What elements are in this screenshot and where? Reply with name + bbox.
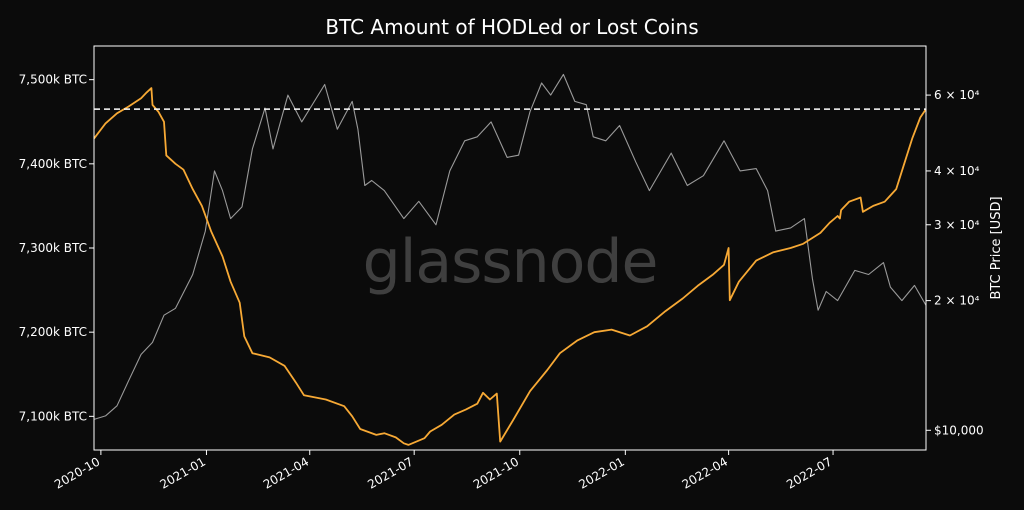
y-left-tick-label: 7,500k BTC: [19, 73, 87, 87]
y-right-tick-label: $10,000: [934, 423, 984, 437]
y-right-axis: $10,000 2 × 10⁴ 3 × 10⁴ 4 × 10⁴ 6 × 10⁴: [926, 88, 984, 437]
chart-title: BTC Amount of HODLed or Lost Coins: [325, 15, 698, 39]
y-right-tick-label: 6 × 10⁴: [934, 88, 980, 102]
hodl-series: [93, 87, 927, 446]
price-series: [93, 73, 927, 420]
y-right-tick-label: 2 × 10⁴: [934, 294, 980, 308]
y-left-tick-label: 7,100k BTC: [19, 409, 87, 423]
watermark: glassnode: [363, 227, 658, 297]
y-left-tick-label: 7,200k BTC: [19, 325, 87, 339]
y-right-tick-label: 3 × 10⁴: [934, 218, 980, 232]
hodl-amount-line: [93, 87, 927, 446]
btc-price-line: [93, 73, 927, 420]
y-left-tick-label: 7,300k BTC: [19, 241, 87, 255]
y-left-axis: 7,100k BTC 7,200k BTC 7,300k BTC 7,400k BTC…: [19, 73, 94, 423]
y-right-tick-label: 4 × 10⁴: [934, 164, 980, 178]
y-left-tick-label: 7,400k BTC: [19, 157, 87, 171]
y-right-axis-label: BTC Price [USD]: [989, 196, 1004, 299]
